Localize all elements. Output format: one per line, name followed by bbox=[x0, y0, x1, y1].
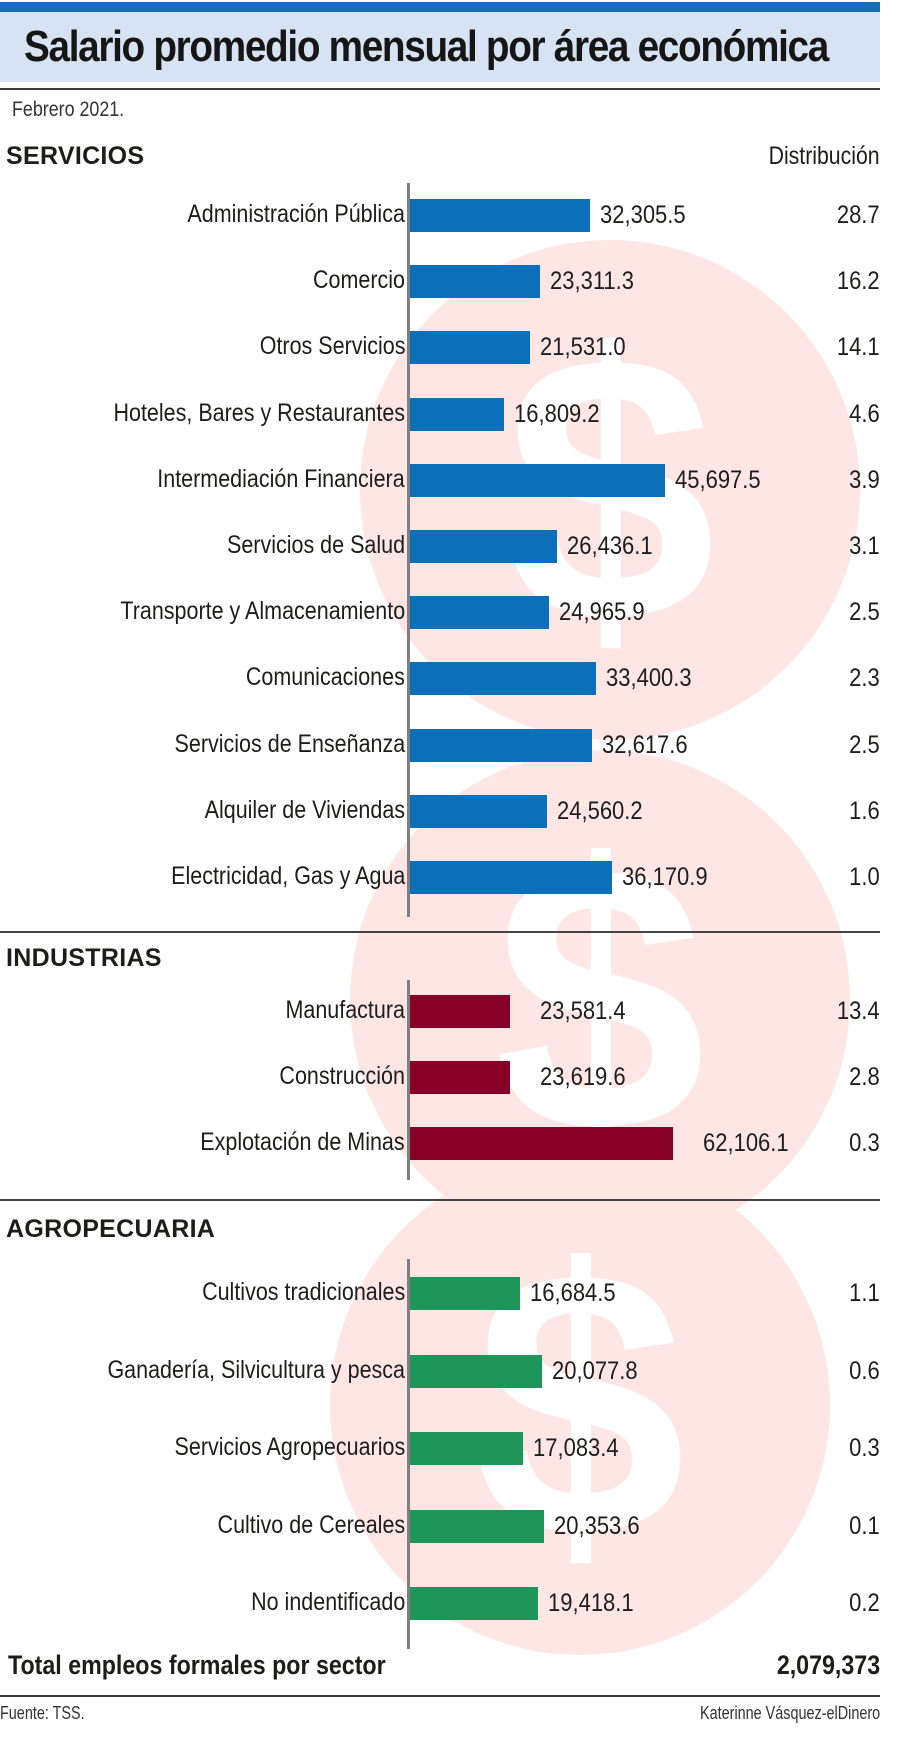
distribution-value: 0.2 bbox=[849, 1589, 880, 1617]
distribution-value: 1.6 bbox=[849, 796, 880, 825]
category-label: Electricidad, Gas y Agua bbox=[170, 862, 405, 890]
header-divider bbox=[0, 88, 880, 90]
value-label: 16,809.2 bbox=[513, 399, 600, 428]
value-label: 24,560.2 bbox=[556, 796, 643, 825]
bar bbox=[410, 1277, 520, 1310]
value-label: 16,684.5 bbox=[530, 1279, 616, 1307]
category-label: Intermediación Financiera bbox=[157, 464, 405, 493]
category-label: Hoteles, Bares y Restaurantes bbox=[113, 398, 405, 427]
bar bbox=[410, 794, 547, 828]
category-label: Comercio bbox=[312, 266, 405, 295]
axis-industrias bbox=[407, 980, 410, 1180]
bar bbox=[410, 1432, 523, 1465]
svg-text:$: $ bbox=[474, 1191, 685, 1616]
category-label: No indentificado bbox=[250, 1588, 405, 1616]
distribution-value: 13.4 bbox=[837, 997, 880, 1025]
distribution-value: 28.7 bbox=[837, 201, 880, 229]
distribution-value: 3.9 bbox=[849, 465, 880, 494]
distribution-value: 4.6 bbox=[849, 399, 880, 428]
category-label: Alquiler de Viviendas bbox=[204, 795, 405, 824]
credit-note: Katerinne Vásquez-elDinero bbox=[699, 1703, 880, 1723]
axis-servicios bbox=[407, 183, 410, 917]
bar bbox=[410, 397, 504, 431]
distribution-value: 0.1 bbox=[849, 1511, 880, 1540]
value-label: 19,418.1 bbox=[548, 1589, 634, 1617]
bar bbox=[410, 1509, 545, 1543]
category-label: Ganadería, Silvicultura y pesca bbox=[107, 1355, 405, 1384]
distribution-value: 0.3 bbox=[849, 1434, 880, 1462]
value-label: 23,311.3 bbox=[549, 267, 634, 296]
bar bbox=[410, 995, 510, 1028]
category-label: Explotación de Minas bbox=[200, 1128, 405, 1156]
distribution-value: 2.8 bbox=[849, 1063, 880, 1091]
value-label: 24,965.9 bbox=[559, 598, 645, 627]
value-label: 32,305.5 bbox=[600, 201, 686, 229]
distribution-header: Distribución bbox=[768, 142, 880, 170]
distribution-value: 3.1 bbox=[849, 532, 880, 560]
total-value: 2,079,373 bbox=[776, 1650, 880, 1680]
chart-subtitle: Febrero 2021. bbox=[12, 98, 125, 121]
category-label: Manufactura bbox=[285, 996, 405, 1024]
section-title-agropecuaria: AGROPECUARIA bbox=[6, 1215, 216, 1243]
bar bbox=[410, 1061, 511, 1094]
title-band bbox=[0, 12, 880, 82]
distribution-value: 2.3 bbox=[849, 664, 880, 693]
value-label: 26,436.1 bbox=[567, 532, 653, 560]
category-label: Otros Servicios bbox=[259, 332, 405, 361]
source-note: Fuente: TSS. bbox=[0, 1703, 85, 1723]
value-label: 20,077.8 bbox=[552, 1356, 639, 1385]
category-label: Servicios de Enseñanza bbox=[174, 729, 405, 758]
distribution-value: 16.2 bbox=[837, 267, 880, 296]
bar bbox=[410, 1354, 543, 1388]
distribution-value: 2.5 bbox=[849, 598, 880, 627]
value-label: 17,083.4 bbox=[532, 1434, 619, 1462]
value-label: 62,106.1 bbox=[703, 1129, 790, 1157]
dollar-coin-icon: $ bbox=[330, 1155, 830, 1655]
axis-agropecuaria bbox=[407, 1259, 410, 1649]
title-top-stripe bbox=[0, 2, 880, 12]
footer-divider bbox=[0, 1695, 880, 1697]
bar bbox=[410, 1587, 539, 1620]
distribution-value: 1.0 bbox=[849, 863, 880, 891]
value-label: 20,353.6 bbox=[554, 1511, 640, 1540]
category-label: Servicios de Salud bbox=[226, 531, 405, 559]
bar bbox=[410, 861, 612, 894]
category-label: Comunicaciones bbox=[246, 663, 405, 692]
category-label: Transporte y Almacenamiento bbox=[120, 597, 405, 626]
value-label: 21,531.0 bbox=[539, 333, 626, 362]
bar bbox=[410, 662, 597, 696]
value-label: 33,400.3 bbox=[606, 664, 692, 693]
value-label: 32,617.6 bbox=[601, 730, 688, 759]
section-title-industrias: INDUSTRIAS bbox=[6, 944, 162, 972]
distribution-value: 2.5 bbox=[849, 730, 880, 759]
bar bbox=[410, 331, 530, 365]
distribution-value: 1.1 bbox=[849, 1279, 880, 1307]
bar bbox=[410, 1127, 674, 1160]
category-label: Administración Pública bbox=[187, 200, 405, 228]
bar bbox=[410, 728, 592, 762]
category-label: Cultivos tradicionales bbox=[201, 1278, 405, 1306]
value-label: 36,170.9 bbox=[621, 863, 708, 891]
category-label: Servicios Agropecuarios bbox=[174, 1433, 405, 1461]
category-label: Construcción bbox=[279, 1062, 405, 1090]
distribution-value: 0.6 bbox=[849, 1356, 880, 1385]
distribution-value: 0.3 bbox=[849, 1129, 880, 1157]
section-title-servicios: SERVICIOS bbox=[6, 142, 145, 170]
bar bbox=[410, 530, 558, 563]
bar bbox=[410, 199, 590, 232]
bar bbox=[410, 463, 665, 497]
chart-title: Salario promedio mensual por área económ… bbox=[24, 22, 829, 71]
distribution-value: 14.1 bbox=[837, 333, 880, 362]
value-label: 23,619.6 bbox=[540, 1063, 626, 1091]
value-label: 45,697.5 bbox=[674, 465, 761, 494]
section-divider bbox=[0, 931, 880, 933]
value-label: 23,581.4 bbox=[540, 997, 626, 1025]
bar bbox=[410, 265, 540, 299]
section-divider bbox=[0, 1199, 880, 1201]
bar bbox=[410, 596, 550, 630]
total-label: Total empleos formales por sector bbox=[8, 1650, 386, 1680]
category-label: Cultivo de Cereales bbox=[217, 1510, 405, 1539]
